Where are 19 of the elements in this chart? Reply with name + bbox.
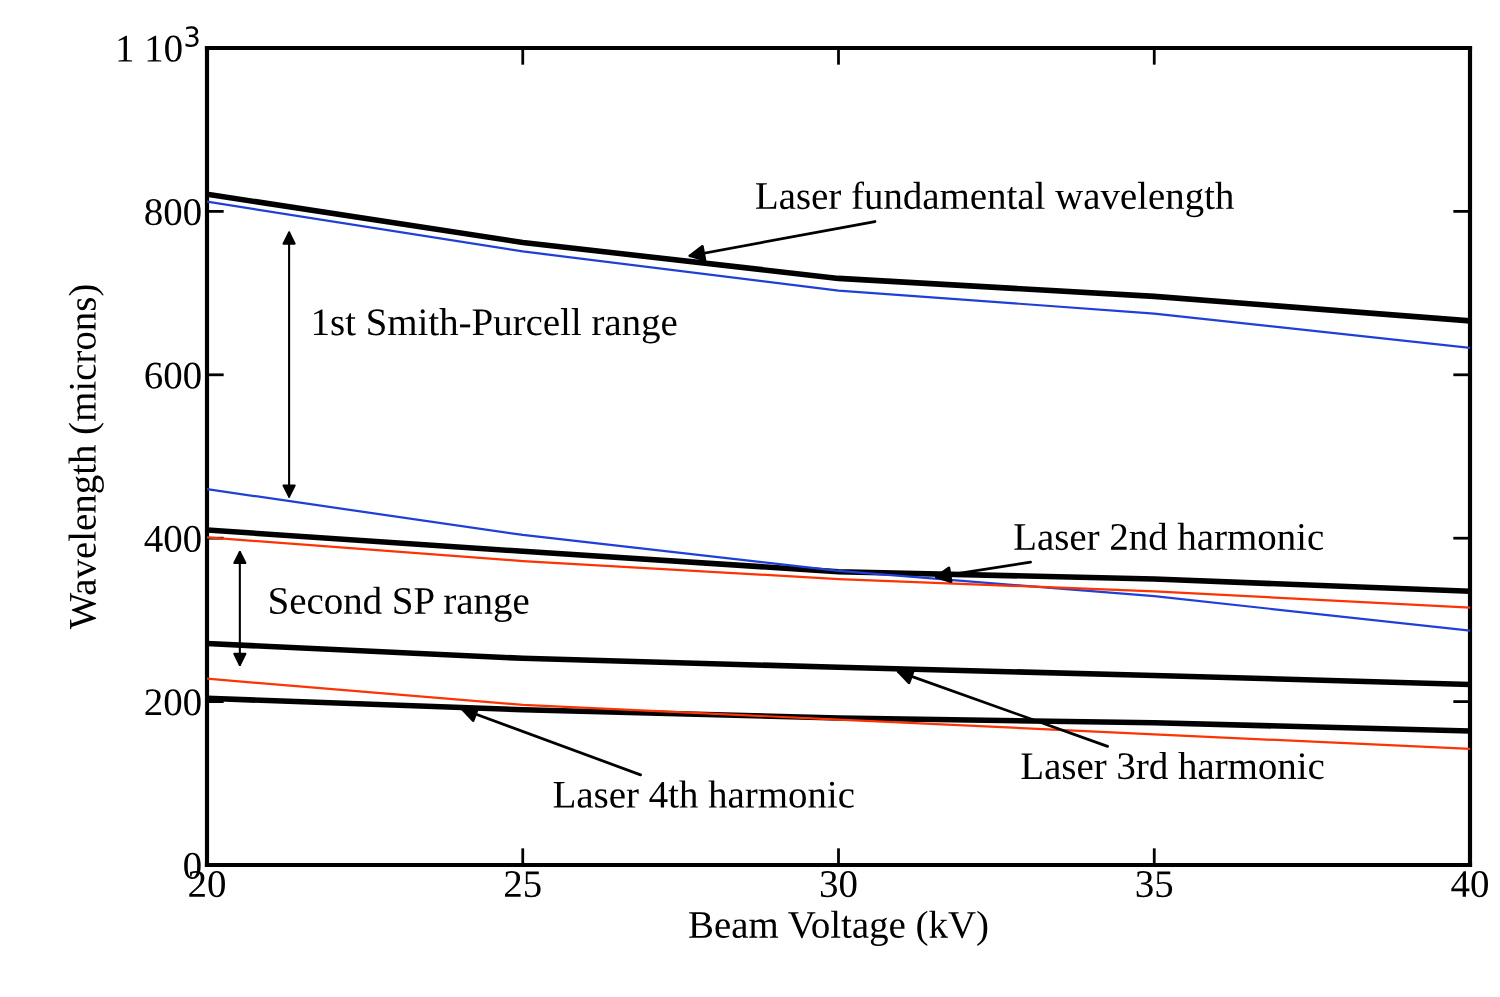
y-tick-label: 600 (145, 362, 201, 389)
annotation: Laser 4th harmonic (553, 780, 854, 808)
y-tick-label: 400 (144, 525, 201, 553)
annotation: 1st Smith-Purcell range (313, 308, 677, 344)
annotation: Second SP range (270, 586, 529, 623)
x-axis-title: Beam Voltage (kV) (689, 910, 988, 947)
annotation: Laser 3rd harmonic (1021, 751, 1324, 780)
line-series (207, 488, 1470, 632)
annotation: Laser 2nd harmonic (1014, 522, 1324, 551)
y-tick-label: 1 10$^{3}$ (118, 26, 199, 62)
y-tick-label: 200 (145, 689, 201, 716)
annotation: Laser fundamental wavelength (756, 181, 1234, 218)
x-tick-label: 35 (1136, 871, 1173, 898)
x-tick-label: 40 (1451, 870, 1488, 898)
x-tick-label: 25 (505, 871, 541, 898)
x-tick-label: 30 (820, 870, 857, 898)
y-tick-label: 800 (145, 199, 201, 226)
line-series (207, 677, 1470, 751)
y-axis-title: Wavelength (microns) (68, 285, 104, 630)
